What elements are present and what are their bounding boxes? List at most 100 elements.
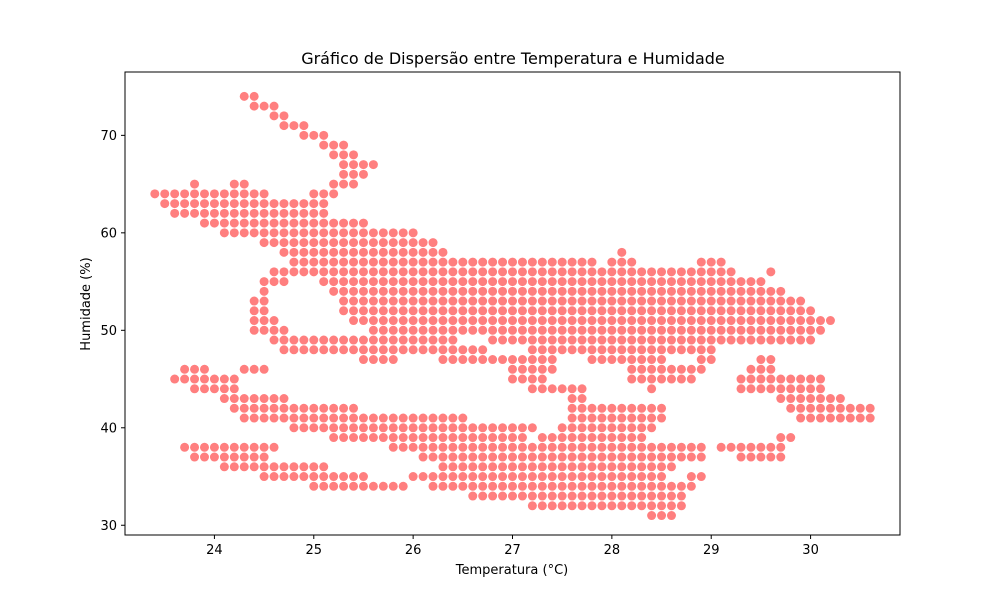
scatter-point <box>388 433 398 443</box>
scatter-point <box>508 267 517 277</box>
scatter-point <box>517 452 527 462</box>
scatter-point <box>458 481 468 491</box>
scatter-point <box>478 345 488 355</box>
scatter-point <box>517 472 527 482</box>
scatter-point <box>349 423 359 433</box>
scatter-point <box>349 247 359 257</box>
scatter-point <box>418 257 428 267</box>
scatter-point <box>508 423 517 433</box>
scatter-point <box>627 296 637 306</box>
scatter-point <box>428 286 438 296</box>
scatter-point <box>716 325 726 335</box>
scatter-point <box>418 238 428 248</box>
scatter-point <box>458 325 468 335</box>
scatter-point <box>339 218 349 228</box>
scatter-point <box>319 218 329 228</box>
scatter-point <box>806 316 816 326</box>
scatter-point <box>498 277 508 287</box>
scatter-point <box>756 335 766 345</box>
scatter-point <box>438 286 448 296</box>
scatter-point <box>577 316 587 326</box>
scatter-point <box>498 462 508 472</box>
scatter-point <box>319 462 329 472</box>
scatter-point <box>587 501 597 511</box>
scatter-point <box>289 199 299 209</box>
scatter-point <box>339 286 349 296</box>
scatter-point <box>349 306 359 316</box>
scatter-point <box>716 442 726 452</box>
scatter-point <box>209 374 219 384</box>
scatter-point <box>289 208 299 218</box>
scatter-point <box>259 394 269 404</box>
scatter-point <box>458 296 468 306</box>
scatter-point <box>567 306 577 316</box>
scatter-point <box>498 335 508 345</box>
scatter-point <box>835 403 845 413</box>
scatter-point <box>647 472 657 482</box>
scatter-point <box>567 394 577 404</box>
scatter-point <box>547 491 557 501</box>
scatter-point <box>567 277 577 287</box>
scatter-point <box>418 286 428 296</box>
scatter-point <box>627 277 637 287</box>
scatter-point <box>508 433 517 443</box>
scatter-point <box>637 472 647 482</box>
scatter-point <box>428 472 438 482</box>
scatter-point <box>567 442 577 452</box>
scatter-point <box>627 257 637 267</box>
scatter-point <box>368 277 378 287</box>
scatter-point <box>259 101 269 111</box>
scatter-point <box>696 452 706 462</box>
scatter-point <box>249 413 259 423</box>
scatter-point <box>438 247 448 257</box>
scatter-point <box>418 247 428 257</box>
scatter-point <box>269 316 279 326</box>
scatter-point <box>706 296 716 306</box>
scatter-point <box>806 394 816 404</box>
scatter-point <box>488 355 498 365</box>
scatter-point <box>448 423 458 433</box>
scatter-point <box>706 345 716 355</box>
scatter-point <box>597 325 607 335</box>
scatter-point <box>686 286 696 296</box>
scatter-point <box>428 247 438 257</box>
scatter-point <box>666 462 676 472</box>
scatter-point <box>676 277 686 287</box>
scatter-point <box>339 423 349 433</box>
scatter-point <box>349 481 359 491</box>
scatter-point <box>577 394 587 404</box>
scatter-point <box>527 501 537 511</box>
scatter-point <box>309 413 319 423</box>
scatter-point <box>627 316 637 326</box>
scatter-point <box>517 442 527 452</box>
scatter-point <box>736 335 746 345</box>
scatter-point <box>478 267 488 277</box>
scatter-point <box>557 433 567 443</box>
scatter-point <box>329 433 339 443</box>
scatter-point <box>796 325 806 335</box>
scatter-point <box>309 189 319 199</box>
scatter-point <box>637 335 647 345</box>
scatter-point <box>408 442 418 452</box>
scatter-point <box>478 355 488 365</box>
scatter-point <box>647 335 657 345</box>
scatter-point <box>259 238 269 248</box>
scatter-point <box>219 462 229 472</box>
scatter-point <box>358 277 368 287</box>
chart-title: Gráfico de Dispersão entre Temperatura e… <box>301 49 725 68</box>
scatter-point <box>597 433 607 443</box>
scatter-point <box>537 462 547 472</box>
scatter-point <box>766 306 776 316</box>
scatter-point <box>676 325 686 335</box>
scatter-point <box>567 472 577 482</box>
scatter-point <box>349 257 359 267</box>
scatter-point <box>190 374 200 384</box>
scatter-point <box>478 423 488 433</box>
scatter-point <box>517 306 527 316</box>
scatter-point <box>517 296 527 306</box>
scatter-point <box>269 228 279 238</box>
scatter-point <box>309 423 319 433</box>
scatter-point <box>547 364 557 374</box>
scatter-point <box>358 238 368 248</box>
scatter-point <box>378 228 388 238</box>
